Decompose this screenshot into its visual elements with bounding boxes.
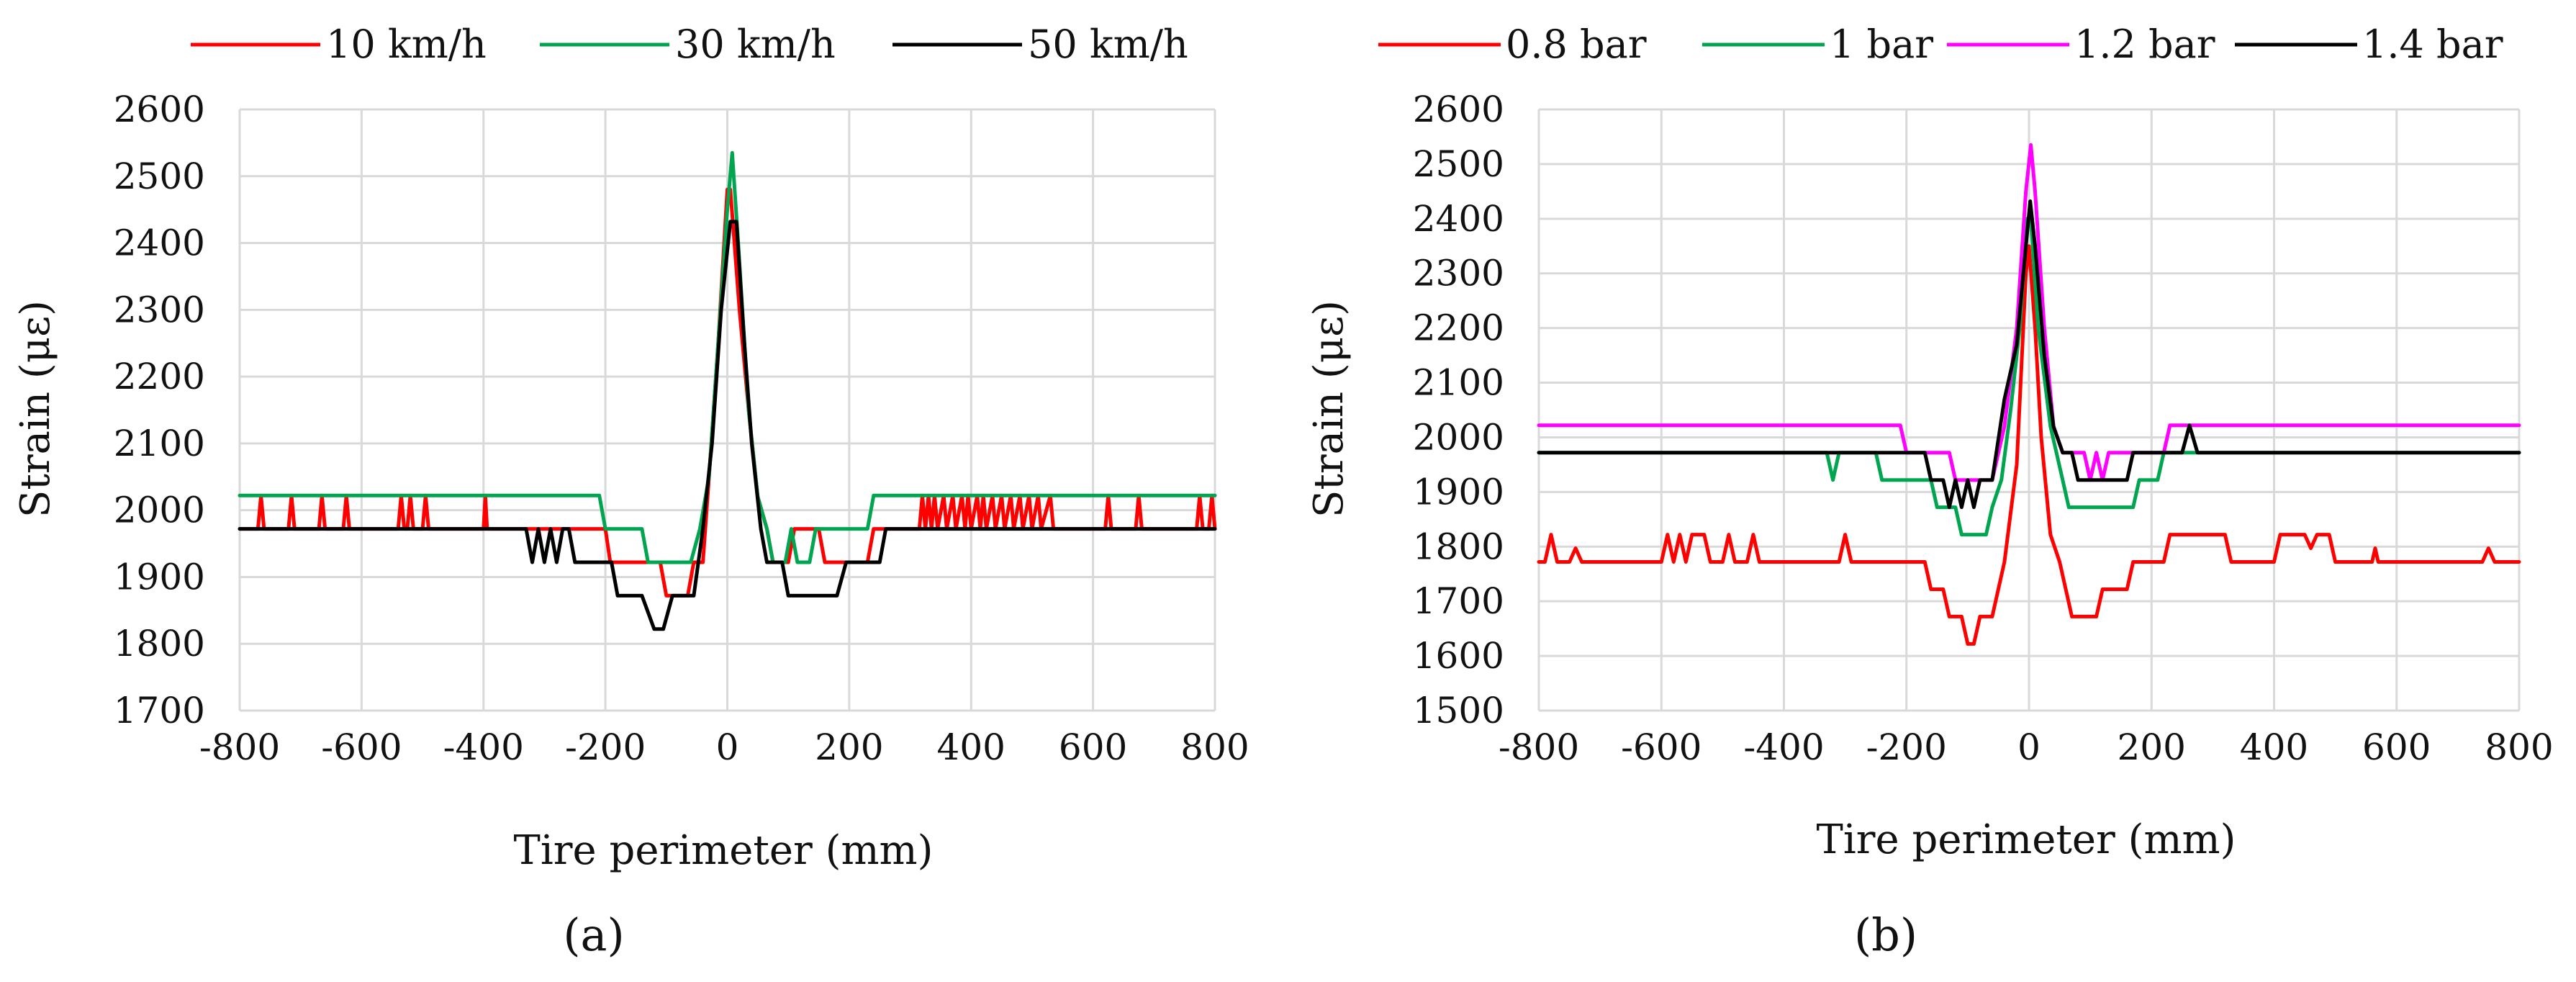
panel-label-b: (b) [1854,909,1917,961]
y-tick-label-b-5: 2000 [1413,416,1504,458]
x-tick-label-a-8: 800 [1180,726,1249,768]
x-tick-label-a-3: -200 [565,726,646,768]
y-axis-title-a: Strain (με) [12,300,59,518]
x-tick-label-a-6: 400 [937,726,1005,768]
grid-a [238,108,1216,712]
legend-b-label-12bar: 1.2 bar [2074,22,2215,67]
x-tick-label-a-5: 200 [815,726,883,768]
y-ticks-a: 1700 1800 1900 2000 2100 2200 2300 2400 2500 2600 [114,89,205,731]
y-tick-label-b-7: 2200 [1413,307,1504,349]
legend-a-label-10kmh: 10 km/h [326,22,487,67]
y-tick-label-a-4: 2100 [114,423,205,464]
legend-a: 10 km/h 30 km/h 50 km/h [191,22,1188,67]
y-tick-label-b-8: 2300 [1413,253,1504,294]
x-tick-label-a-1: -600 [321,726,402,768]
y-tick-label-b-11: 2600 [1413,89,1504,130]
series-line-b-0-8-bar [1537,244,2521,646]
series-a [238,150,1217,631]
y-tick-label-a-6: 2300 [114,289,205,330]
x-tick-label-b-8: 800 [2485,726,2553,768]
y-tick-label-a-8: 2500 [114,156,205,197]
legend-a-label-50kmh: 50 km/h [1028,22,1188,67]
legend-b-label-14bar: 1.4 bar [2362,22,2503,67]
legend-b-label-08bar: 0.8 bar [1506,22,1647,67]
legend-b-label-1bar: 1 bar [1830,22,1933,67]
x-tick-label-b-1: -600 [1621,726,1701,768]
x-tick-label-a-7: 600 [1059,726,1127,768]
y-tick-label-b-10: 2500 [1413,143,1504,185]
y-tick-label-a-0: 1700 [114,690,205,731]
panel-a: 10 km/h 30 km/h 50 km/h 1700180019002000… [12,22,1249,961]
x-tick-label-b-2: -400 [1743,726,1824,768]
series-line-b-1-2-bar [1537,143,2521,482]
y-tick-label-a-1: 1800 [114,623,205,665]
y-tick-label-b-3: 1800 [1413,526,1504,567]
series-line-b-1-4-bar [1537,199,2521,510]
x-tick-label-b-0: -800 [1499,726,1579,768]
legend-a-label-30kmh: 30 km/h [675,22,836,67]
x-tick-label-b-5: 200 [2118,726,2186,768]
legend-b: 0.8 bar 1 bar 1.2 bar 1.4 bar [1378,22,2503,67]
x-tick-label-a-4: 0 [716,726,739,768]
x-axis-title-a: Tire perimeter (mm) [514,827,934,874]
panel-b: 0.8 bar 1 bar 1.2 bar 1.4 bar 1500 1600 17… [1306,22,2554,961]
y-tick-label-a-2: 1900 [114,556,205,598]
x-tick-label-b-7: 600 [2362,726,2431,768]
y-ticks-b: 1500 1600 1700 1800 1900 2000 2100 2200 2300 2400… [1413,89,1504,731]
y-tick-label-b-6: 2100 [1413,362,1504,404]
y-tick-label-a-3: 2000 [114,490,205,531]
panel-label-a: (a) [563,909,624,961]
x-ticks-b: -800 -600 -400 -200 0 200 400 600 800 [1499,726,2554,768]
y-tick-label-b-9: 2400 [1413,198,1504,240]
x-ticks-a: -800 -600 -400 -200 0 200 400 600 800 [199,726,1249,768]
y-tick-label-b-0: 1500 [1413,690,1504,731]
y-tick-label-b-1: 1600 [1413,635,1504,677]
x-tick-label-a-0: -800 [199,726,280,768]
x-tick-label-b-3: -200 [1866,726,1947,768]
series-line-b-1-bar [1537,217,2521,537]
y-tick-label-a-5: 2200 [114,356,205,397]
grid-b [1537,108,2521,712]
x-tick-label-a-2: -400 [443,726,524,768]
series-b [1537,143,2521,646]
y-axis-title-b: Strain (με) [1306,300,1352,518]
x-axis-title-b: Tire perimeter (mm) [1817,816,2236,863]
y-tick-label-a-9: 2600 [114,89,205,130]
y-tick-label-b-2: 1700 [1413,580,1504,622]
y-tick-label-b-4: 1900 [1413,471,1504,513]
y-tick-label-a-7: 2400 [114,222,205,264]
x-tick-label-b-6: 400 [2240,726,2308,768]
series-line-a-50-km-h [238,220,1217,631]
x-tick-label-b-4: 0 [2017,726,2041,768]
